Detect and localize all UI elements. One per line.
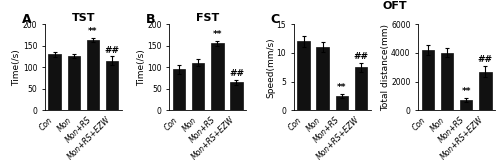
- Bar: [68, 56, 80, 110]
- Title: TST: TST: [72, 13, 95, 23]
- Bar: [48, 54, 61, 110]
- Bar: [173, 69, 186, 110]
- Bar: [86, 40, 99, 110]
- Text: **: **: [88, 27, 98, 36]
- Text: B: B: [146, 13, 156, 26]
- Y-axis label: Time(/s): Time(/s): [137, 49, 146, 86]
- Text: ##: ##: [104, 46, 120, 55]
- Bar: [479, 72, 492, 110]
- Bar: [230, 82, 242, 110]
- Text: OFT: OFT: [382, 1, 406, 11]
- Text: ##: ##: [478, 55, 493, 64]
- Text: **: **: [337, 83, 346, 92]
- Bar: [336, 96, 348, 110]
- Y-axis label: Speed(mm/s): Speed(mm/s): [266, 37, 275, 97]
- Text: **: **: [462, 87, 471, 96]
- Bar: [316, 47, 329, 110]
- Bar: [298, 41, 310, 110]
- Text: C: C: [271, 13, 280, 26]
- Bar: [354, 67, 367, 110]
- Y-axis label: Time(/s): Time(/s): [12, 49, 22, 86]
- Bar: [192, 63, 204, 110]
- Bar: [460, 100, 472, 110]
- Bar: [441, 53, 454, 110]
- Bar: [211, 43, 224, 110]
- Y-axis label: Total distance(mm): Total distance(mm): [380, 24, 390, 111]
- Text: ##: ##: [229, 69, 244, 78]
- Text: ##: ##: [354, 52, 368, 61]
- Bar: [106, 61, 118, 110]
- Title: FST: FST: [196, 13, 220, 23]
- Bar: [422, 50, 434, 110]
- Text: A: A: [22, 13, 32, 26]
- Text: **: **: [212, 30, 222, 39]
